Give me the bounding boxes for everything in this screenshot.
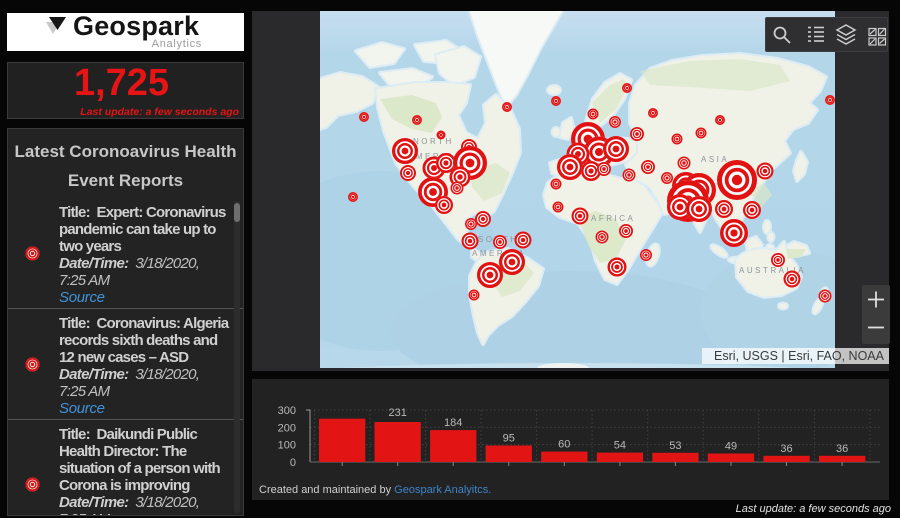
svg-text:AMERICA: AMERICA [408, 152, 462, 161]
svg-text:300: 300 [278, 405, 296, 417]
svg-text:49: 49 [725, 441, 737, 453]
svg-text:AFRICA: AFRICA [591, 214, 635, 223]
svg-text:36: 36 [836, 443, 848, 455]
svg-text:54: 54 [614, 440, 626, 452]
svg-text:100: 100 [278, 440, 296, 452]
svg-text:231: 231 [389, 407, 407, 419]
svg-text:53: 53 [669, 440, 681, 452]
svg-text:NORTH: NORTH [413, 137, 454, 146]
svg-text:184: 184 [444, 417, 462, 429]
svg-text:AMERICA: AMERICA [472, 249, 526, 258]
svg-text:ASIA: ASIA [701, 155, 729, 164]
svg-text:200: 200 [278, 422, 296, 434]
svg-text:36: 36 [780, 443, 792, 455]
svg-text:60: 60 [558, 439, 570, 451]
svg-text:AUSTRALIA: AUSTRALIA [739, 266, 806, 275]
svg-text:0: 0 [290, 457, 296, 469]
svg-text:95: 95 [503, 433, 515, 445]
